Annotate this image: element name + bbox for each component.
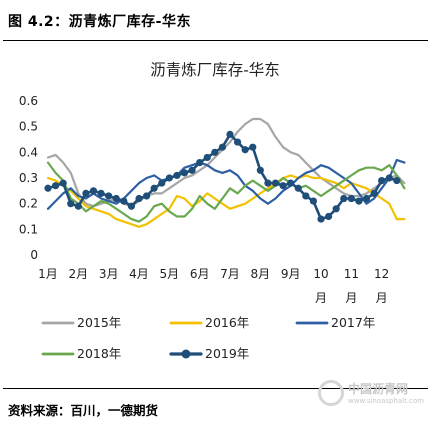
data-point (173, 171, 181, 180)
y-tick-label: 0.1 (19, 222, 38, 236)
data-point (127, 202, 136, 210)
watermark-url: www.sinoasphalt.com (348, 397, 425, 405)
data-point (355, 197, 363, 205)
y-tick-label: 0.5 (19, 120, 38, 134)
x-tick-label: 5月 (160, 267, 180, 281)
data-point (211, 148, 219, 156)
y-axis: 0 0.1 0.2 0.3 0.4 0.5 0.6 (19, 94, 38, 262)
source-note: 资料来源：百川，一德期货 (8, 403, 159, 418)
data-point (385, 174, 393, 182)
data-point (233, 138, 242, 146)
data-point (294, 184, 302, 192)
data-point (203, 153, 211, 162)
series-layer (44, 117, 406, 228)
series-line (46, 174, 406, 228)
data-point (74, 202, 82, 210)
data-point (378, 176, 386, 185)
x-tick-label: 1月 (38, 267, 58, 281)
data-point (51, 182, 60, 190)
data-point (158, 179, 166, 187)
legend-label: 2019年 (205, 346, 249, 361)
series-2019年 (44, 130, 401, 223)
x-tick-label: 2月 (69, 267, 89, 281)
data-point (324, 212, 333, 221)
data-point (196, 159, 204, 167)
data-point (279, 182, 287, 190)
data-point (256, 166, 264, 174)
data-point (59, 179, 67, 187)
data-point (105, 192, 113, 200)
data-point (180, 169, 189, 177)
legend-label: 2015年 (77, 315, 121, 330)
watermark-name: 中国沥青网 (348, 382, 409, 396)
legend-item: 2017年 (295, 315, 375, 330)
x-tick-label: 6月 (190, 267, 210, 281)
figure-caption: 图 4.2：沥青炼厂库存-华东 (8, 14, 191, 30)
x-tick-label: 3月 (99, 267, 119, 281)
x-tick-label: 9月 (281, 267, 301, 281)
data-point (165, 174, 173, 182)
legend: 2015年 2016年 2017年 2018年 2019年 (41, 315, 375, 361)
series-2016年 (46, 174, 406, 228)
top-rule (3, 40, 428, 41)
watermark-logo-icon (318, 380, 344, 406)
bottom-rule (3, 388, 428, 389)
data-point (249, 143, 257, 151)
x-tick-label: 12 月 (374, 267, 389, 305)
y-tick-label: 0.3 (19, 171, 38, 185)
x-tick-label: 4月 (129, 267, 149, 281)
data-point (271, 179, 280, 187)
data-point (135, 194, 143, 203)
y-tick-label: 0 (30, 248, 38, 262)
data-point (226, 130, 234, 138)
legend-label: 2018年 (77, 346, 121, 361)
legend-item: 2018年 (41, 346, 121, 361)
y-tick-label: 0.2 (19, 197, 38, 211)
watermark: 中国沥青网 www.sinoasphalt.com (318, 376, 426, 412)
legend-label: 2017年 (331, 315, 375, 330)
x-tick-label: 8月 (251, 267, 271, 281)
x-tick-label: 10 月 (313, 267, 328, 305)
x-tick-label: 11 月 (344, 267, 359, 305)
legend-item: 2015年 (41, 315, 121, 330)
data-point (302, 192, 310, 200)
data-point (188, 166, 196, 174)
data-point (218, 143, 227, 151)
series-line (46, 161, 406, 223)
data-point (393, 176, 401, 185)
legend-label: 2016年 (205, 315, 249, 330)
line-chart: 沥青炼厂库存-华东 0 0.1 0.2 0.3 0.4 0.5 0.6 1月 2月 3月 4月 5月… (19, 61, 406, 361)
legend-item: 2019年 (169, 346, 249, 361)
legend-item: 2016年 (169, 315, 249, 330)
x-tick-label: 7月 (220, 267, 240, 281)
y-tick-label: 0.6 (19, 94, 38, 108)
chart-title: 沥青炼厂库存-华东 (150, 61, 280, 79)
data-point (340, 194, 348, 203)
data-point (82, 189, 90, 197)
data-point (44, 184, 52, 192)
x-axis: 1月 2月 3月 4月 5月 6月 7月 8月 9月 10 月 11 月 12 月 (38, 267, 389, 305)
data-point (347, 194, 355, 203)
y-tick-label: 0.4 (19, 145, 38, 159)
data-point (142, 192, 151, 200)
data-point (264, 179, 272, 187)
data-point (332, 205, 340, 213)
data-point (241, 146, 249, 154)
data-point (97, 189, 105, 197)
series-2018年 (46, 161, 406, 223)
data-point (112, 194, 120, 203)
legend-marker (181, 349, 191, 359)
data-point (150, 184, 158, 192)
data-point (67, 200, 75, 208)
data-point (309, 197, 318, 205)
data-point (89, 187, 98, 195)
data-point (362, 194, 371, 203)
data-point (120, 197, 128, 205)
data-point (287, 179, 295, 187)
data-point (317, 215, 325, 223)
data-point (370, 189, 378, 197)
